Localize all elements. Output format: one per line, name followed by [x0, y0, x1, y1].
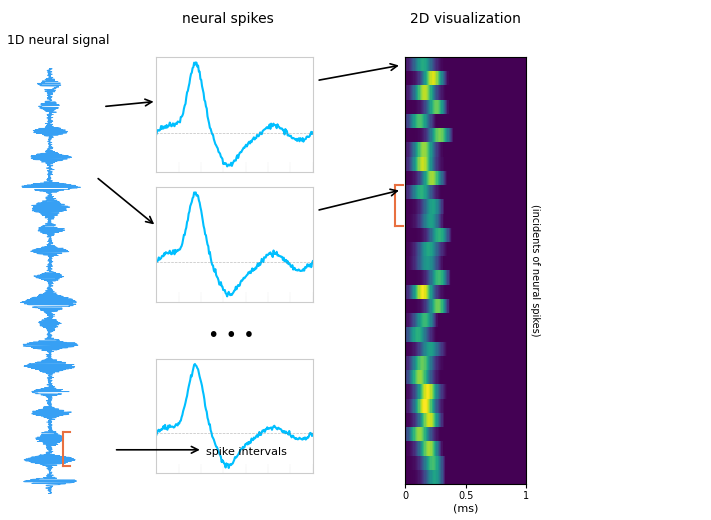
X-axis label: (ms): (ms) [453, 503, 479, 513]
Text: spike intervals: spike intervals [206, 447, 287, 458]
Text: 1D neural signal: 1D neural signal [7, 34, 109, 47]
Y-axis label: (incidents of neural spikes): (incidents of neural spikes) [530, 204, 540, 336]
Text: 2D visualization: 2D visualization [410, 12, 521, 27]
Text: • • •: • • • [208, 326, 255, 345]
Text: neural spikes: neural spikes [181, 12, 274, 27]
